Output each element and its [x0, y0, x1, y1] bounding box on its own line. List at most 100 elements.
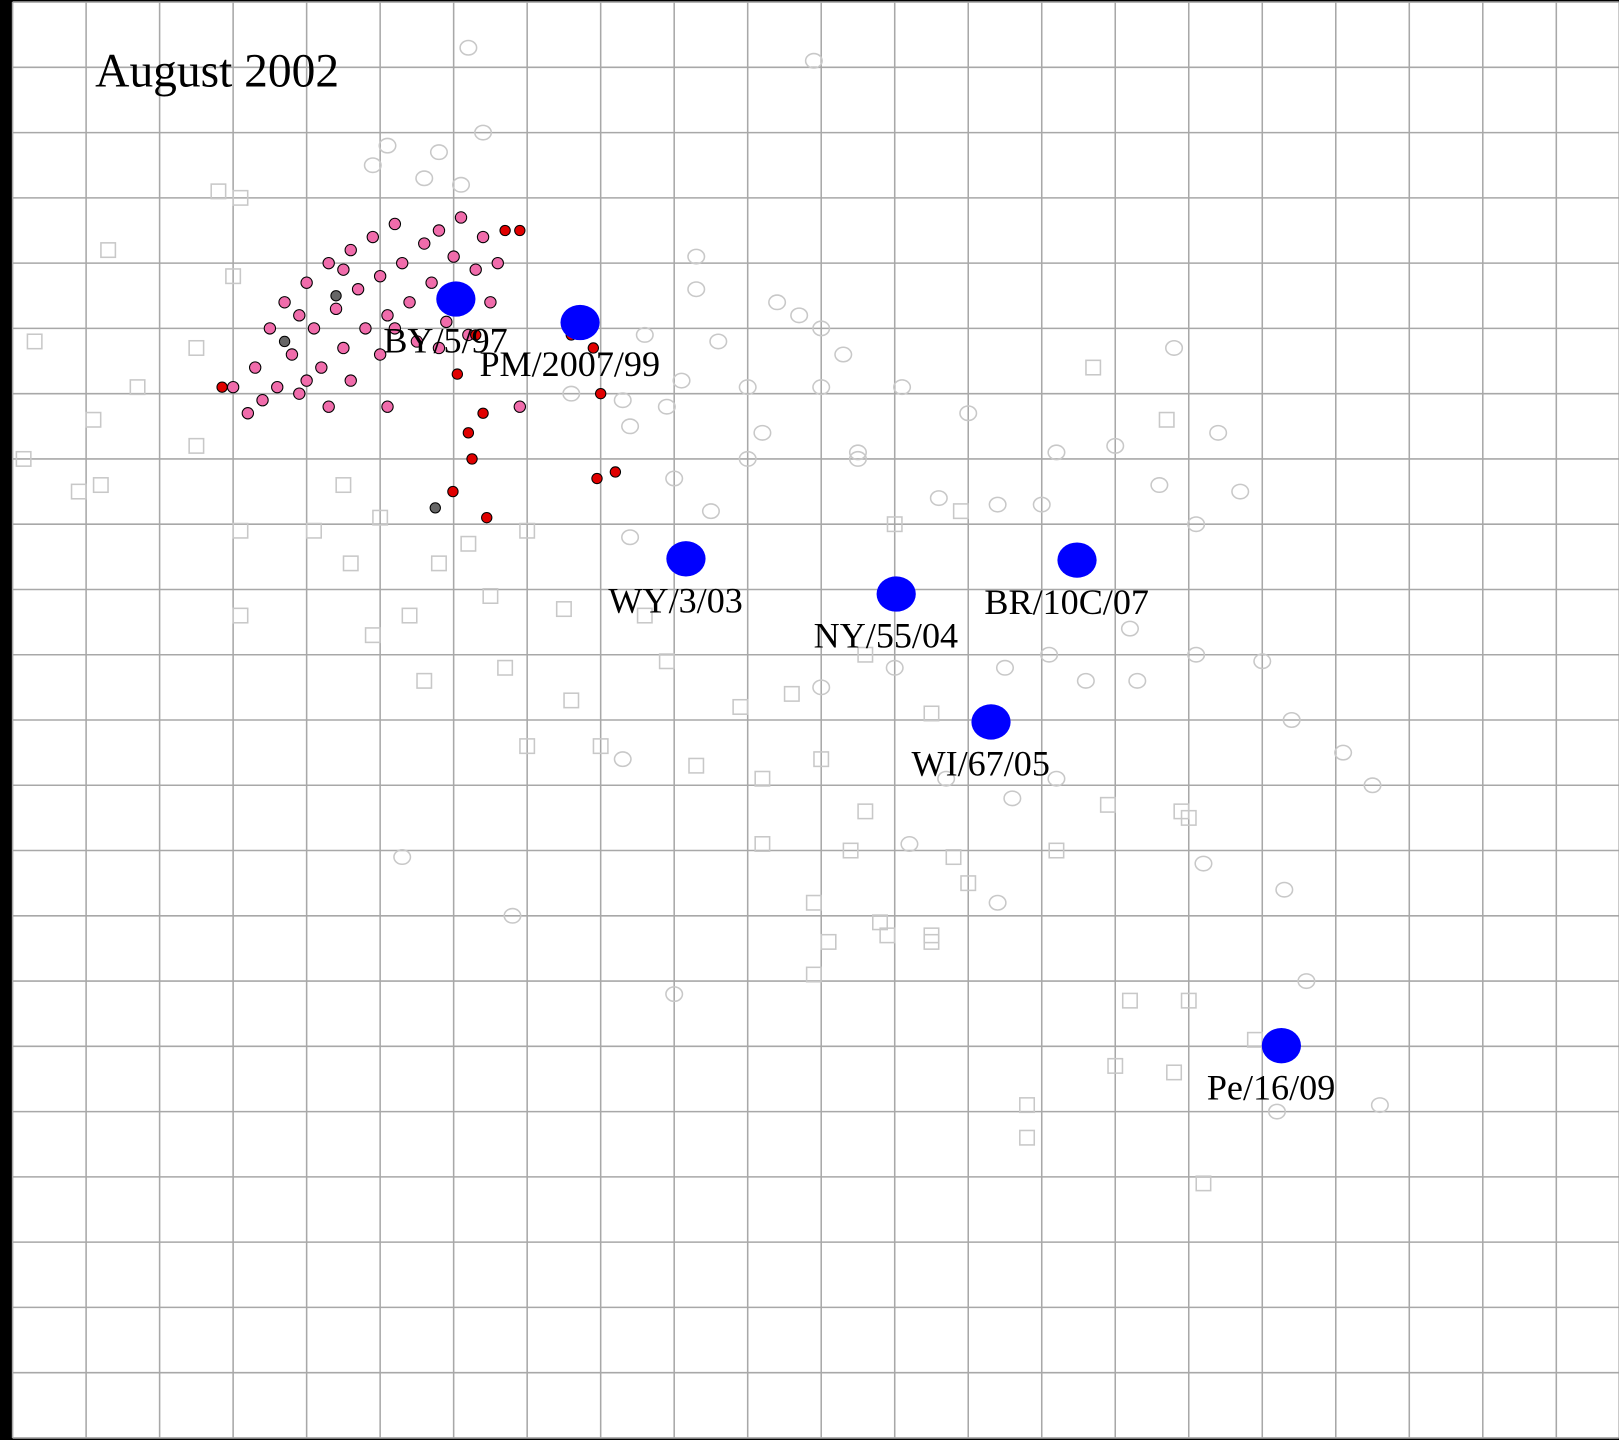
- point: [210, 183, 227, 200]
- point: [876, 576, 916, 612]
- grid: [11, 1, 1619, 1439]
- point: [418, 237, 431, 250]
- point: [451, 368, 464, 380]
- point: [1180, 992, 1197, 1009]
- point: [1180, 809, 1197, 826]
- point: [1040, 646, 1059, 663]
- point: [812, 320, 831, 337]
- point: [476, 230, 490, 244]
- point: [665, 986, 684, 1003]
- point: [923, 933, 940, 950]
- point: [1231, 483, 1250, 500]
- point: [1282, 712, 1301, 728]
- point: [430, 555, 447, 572]
- point: [988, 894, 1007, 911]
- point: [960, 875, 977, 892]
- point: [1003, 790, 1022, 807]
- point: [1106, 437, 1125, 454]
- point: [330, 290, 342, 302]
- point: [351, 283, 365, 296]
- point: [665, 470, 684, 487]
- point: [805, 894, 822, 911]
- point: [415, 170, 434, 187]
- point: [344, 243, 357, 257]
- point: [263, 322, 277, 335]
- point: [688, 757, 705, 774]
- point: [315, 361, 328, 374]
- point: [519, 522, 536, 539]
- point: [1166, 1064, 1183, 1081]
- point: [372, 509, 389, 526]
- point: [594, 387, 607, 400]
- point: [514, 224, 526, 237]
- point: [952, 503, 969, 520]
- point: [753, 424, 772, 441]
- point: [459, 39, 478, 56]
- point: [657, 398, 676, 415]
- point: [1187, 646, 1206, 663]
- point: [1334, 744, 1353, 761]
- point: [1195, 1175, 1212, 1192]
- point: [436, 281, 476, 317]
- point: [364, 627, 381, 644]
- chart-title: August 2002: [95, 46, 339, 98]
- point: [937, 770, 956, 787]
- point: [293, 309, 306, 322]
- point: [241, 407, 255, 420]
- point: [613, 392, 632, 409]
- point: [621, 529, 640, 546]
- point: [388, 322, 402, 335]
- point: [1246, 1031, 1263, 1048]
- point: [709, 333, 728, 350]
- point: [460, 535, 477, 552]
- point: [768, 294, 787, 311]
- point: [232, 522, 249, 539]
- point: [393, 849, 412, 866]
- point: [1057, 542, 1097, 578]
- point: [687, 248, 706, 265]
- point: [1194, 855, 1213, 872]
- point: [366, 230, 379, 244]
- point-label: WI/67/05: [911, 744, 1049, 784]
- point: [842, 842, 859, 859]
- point: [497, 659, 514, 676]
- point: [1099, 796, 1116, 813]
- point: [1121, 992, 1138, 1009]
- point: [416, 672, 433, 689]
- point: [429, 502, 441, 514]
- point: [893, 379, 912, 396]
- point: [591, 472, 603, 485]
- point: [403, 296, 416, 309]
- point: [226, 380, 240, 394]
- point: [738, 379, 757, 396]
- point: [363, 157, 382, 174]
- point-label: BY/5/97: [383, 321, 507, 361]
- point-label: Pe/16/09: [1207, 1067, 1335, 1107]
- point: [701, 503, 720, 520]
- point: [429, 144, 448, 161]
- point: [1047, 770, 1066, 787]
- point: [232, 189, 249, 206]
- point: [1297, 973, 1316, 990]
- point: [1107, 1057, 1124, 1074]
- point: [732, 698, 749, 715]
- point: [754, 836, 771, 853]
- point: [344, 374, 357, 387]
- point-label: NY/55/04: [814, 616, 958, 656]
- point: [454, 211, 468, 224]
- point: [300, 374, 313, 387]
- point: [359, 322, 372, 335]
- point: [482, 587, 499, 604]
- point: [26, 333, 43, 350]
- point: [432, 224, 446, 237]
- point: [322, 400, 335, 413]
- point: [401, 607, 418, 624]
- point: [621, 418, 640, 435]
- point: [672, 372, 691, 389]
- point: [687, 281, 706, 298]
- point-label: PM/2007/99: [479, 344, 660, 384]
- point: [285, 348, 299, 361]
- point: [381, 400, 394, 413]
- point: [232, 607, 249, 624]
- point: [484, 296, 497, 309]
